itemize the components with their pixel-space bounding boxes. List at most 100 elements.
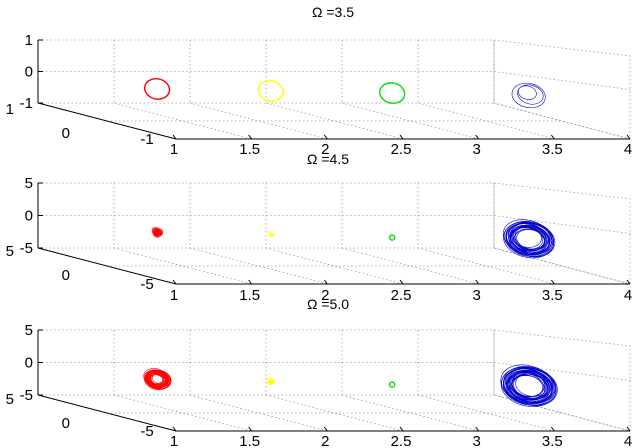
orbit-series — [266, 377, 276, 386]
x-tick-label: 2 — [321, 141, 329, 158]
orbit-series — [511, 82, 546, 109]
grid-line-floor — [417, 102, 555, 140]
subplot-title: Ω =5.0 — [307, 296, 349, 312]
orbit-strand — [510, 370, 552, 400]
x-tick-label: 4 — [624, 287, 632, 304]
orbit-strand — [143, 78, 171, 100]
z-tick-label: 0 — [25, 355, 33, 372]
y-tick-label: 1 — [6, 101, 14, 118]
grid-line-floor — [493, 102, 631, 140]
x-tick-mark — [248, 134, 253, 140]
grid-line-horizontal — [493, 362, 631, 381]
y-axis-line — [37, 394, 177, 432]
orbit-strand — [511, 374, 546, 400]
x-tick-label: 4 — [624, 433, 632, 448]
x-tick-label: 3 — [472, 433, 480, 448]
grid-line-floor — [493, 394, 631, 432]
z-tick-label: -5 — [20, 387, 33, 404]
x-tick-mark — [172, 134, 177, 140]
x-tick-mark — [626, 279, 631, 285]
x-tick-mark — [550, 134, 555, 140]
orbit-fill — [153, 228, 161, 236]
x-tick-label: 3.5 — [542, 287, 563, 304]
orbit-series — [379, 82, 406, 104]
orbit-strand — [513, 225, 549, 251]
grid-line-horizontal — [493, 71, 631, 90]
grid-line-floor — [493, 247, 631, 285]
orbit-strand — [517, 85, 537, 100]
x-tick-mark — [399, 279, 404, 285]
y-tick-label: 0 — [62, 267, 70, 284]
subplot-title: Ω =4.5 — [307, 151, 349, 167]
x-tick-mark — [550, 279, 555, 285]
z-tick-label: -1 — [20, 95, 33, 112]
x-tick-mark — [475, 134, 480, 140]
x-tick-label: 2 — [321, 433, 329, 448]
x-tick-label: 3.5 — [542, 433, 563, 448]
x-tick-label: 1 — [170, 287, 178, 304]
z-tick-label: -5 — [20, 240, 33, 257]
grid-line-floor — [189, 394, 328, 432]
orbit-strand — [388, 234, 396, 241]
grid-line-floor — [189, 247, 328, 285]
orbit-series — [143, 368, 172, 391]
x-tick-mark — [626, 134, 631, 140]
x-tick-mark — [172, 279, 177, 285]
subplot-omega-4-5: Ω =4.5 5 0 -5 5 0 -5 1 1.5 2 2.5 3 3.5 4 — [6, 151, 633, 304]
x-tick-label: 2 — [321, 287, 329, 304]
z-tick-label: 0 — [25, 208, 33, 225]
orbit-series — [267, 231, 275, 238]
orbit-strand — [267, 231, 272, 235]
x-tick-mark — [323, 279, 328, 285]
orbit-series — [143, 78, 171, 100]
orbit-strand — [512, 227, 542, 248]
grid-line-floor — [341, 247, 479, 285]
grid-line-floor — [189, 102, 328, 140]
x-tick-mark — [172, 426, 177, 432]
y-tick-label: 5 — [6, 243, 14, 260]
grid-line-floor — [265, 394, 404, 432]
orbit-strand — [508, 222, 554, 255]
subplot-omega-5-0: Ω =5.0 5 0 -5 5 0 -5 1 1.5 2 2.5 3 3.5 4 — [6, 296, 633, 448]
x-tick-label: 1.5 — [239, 287, 260, 304]
grid-line-floor — [341, 102, 479, 140]
x-tick-label: 2.5 — [391, 433, 412, 448]
x-tick-label: 1 — [170, 141, 178, 158]
x-tick-label: 1.5 — [239, 141, 260, 158]
orbit-strand — [270, 233, 274, 237]
orbit-series — [388, 381, 396, 388]
x-tick-mark — [248, 426, 253, 432]
x-tick-mark — [399, 426, 404, 432]
orbit-series — [388, 234, 396, 241]
x-tick-mark — [323, 426, 328, 432]
orbit-strand — [148, 374, 164, 386]
orbit-strand — [388, 381, 396, 388]
subplot-title: Ω =3.5 — [312, 4, 354, 20]
x-tick-mark — [550, 426, 555, 432]
y-tick-label: 0 — [62, 415, 70, 432]
z-tick-label: 1 — [25, 32, 33, 49]
x-tick-mark — [475, 426, 480, 432]
orbit-strand — [515, 373, 547, 397]
x-tick-label: 1.5 — [239, 433, 260, 448]
grid-line-floor — [341, 394, 479, 432]
orbit-series — [151, 226, 164, 238]
orbit-strand — [379, 82, 406, 104]
y-tick-label: 0 — [62, 125, 70, 142]
x-tick-label: 4 — [624, 141, 632, 158]
x-tick-mark — [399, 134, 404, 140]
x-tick-label: 3.5 — [542, 141, 563, 158]
y-tick-label: -5 — [140, 276, 153, 293]
x-tick-mark — [475, 279, 480, 285]
z-tick-label: 0 — [25, 64, 33, 81]
x-tick-mark — [248, 279, 253, 285]
y-tick-label: 5 — [6, 391, 14, 408]
y-axis-line — [37, 102, 177, 140]
x-tick-label: 2.5 — [391, 141, 412, 158]
orbit-series — [500, 364, 558, 407]
orbit-strand — [505, 367, 557, 404]
orbit-series — [257, 80, 284, 102]
grid-line-floor — [265, 247, 404, 285]
y-tick-label: -1 — [140, 131, 153, 148]
